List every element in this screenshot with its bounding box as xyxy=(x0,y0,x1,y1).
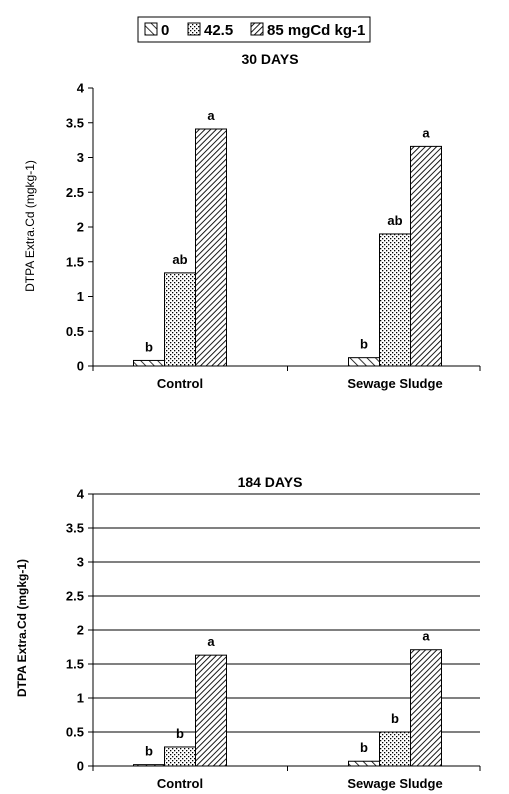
bars xyxy=(133,649,442,767)
x-tick-label: Sewage Sludge xyxy=(347,376,442,391)
y-tick-label: 0 xyxy=(77,359,84,374)
data-label: ab xyxy=(172,252,187,267)
y-tick-label: 3 xyxy=(77,150,84,165)
y-tick-label: 2 xyxy=(77,220,84,235)
y-tick-label: 3.5 xyxy=(66,521,84,536)
bar xyxy=(410,649,442,767)
axes xyxy=(92,88,481,371)
y-axis-label: DTPA Extra.Cd (mgkg-1) xyxy=(15,559,29,697)
legend-label-0: 0 xyxy=(161,22,169,39)
legend-swatch-85 xyxy=(250,22,264,36)
chart-title: 30 DAYS xyxy=(241,51,298,67)
bar xyxy=(348,760,380,767)
category-labels: Control Sewage Sludge xyxy=(157,776,443,791)
data-label: b xyxy=(176,726,184,741)
data-label: ab xyxy=(387,213,402,228)
y-tick-label: 2 xyxy=(77,623,84,638)
chart-30-days: 30 DAYS DTPA Extra.Cd (mgkg-1) 0 0.5 1 1.5 2… xyxy=(23,51,481,391)
significance-labels: b b a b b a xyxy=(145,629,430,759)
legend-label-85: 85 mgCd kg-1 xyxy=(267,22,365,39)
y-tick-label: 3.5 xyxy=(66,115,84,130)
bar xyxy=(410,145,442,367)
data-label: b xyxy=(145,339,153,354)
y-axis-label: DTPA Extra.Cd (mgkg-1) xyxy=(23,160,37,292)
legend-label-42-5: 42.5 xyxy=(204,22,233,39)
bar xyxy=(379,233,411,367)
y-tick-label: 2.5 xyxy=(66,185,84,200)
data-label: b xyxy=(360,337,368,352)
y-tick-label: 3 xyxy=(77,555,84,570)
bar xyxy=(195,654,227,767)
legend-swatch-0 xyxy=(144,22,158,36)
data-label: b xyxy=(360,740,368,755)
data-label: a xyxy=(207,108,215,123)
x-tick-label: Control xyxy=(157,376,203,391)
legend-swatch-42-5 xyxy=(187,22,201,36)
bars xyxy=(133,128,442,367)
data-label: a xyxy=(422,629,430,644)
category-labels: Control Sewage Sludge xyxy=(157,376,443,391)
y-ticks: 0 0.5 1 1.5 2 2.5 3 3.5 4 xyxy=(66,81,93,374)
y-tick-label: 1.5 xyxy=(66,254,84,269)
x-tick-label: Control xyxy=(157,776,203,791)
y-tick-label: 1 xyxy=(77,691,84,706)
chart-184-days: 184 DAYS DTPA Extra.Cd (mgkg-1) 0 0.5 1 1.5… xyxy=(15,474,481,791)
data-label: b xyxy=(391,711,399,726)
y-tick-label: 0.5 xyxy=(66,725,84,740)
y-tick-label: 1 xyxy=(77,289,84,304)
y-tick-label: 0 xyxy=(77,759,84,774)
bar xyxy=(348,357,380,367)
axes xyxy=(92,494,481,771)
chart-title: 184 DAYS xyxy=(238,474,303,490)
bar xyxy=(164,746,196,767)
y-ticks: 0 0.5 1 1.5 2 2.5 3 3.5 4 xyxy=(66,487,93,774)
data-label: a xyxy=(422,125,430,140)
x-tick-label: Sewage Sludge xyxy=(347,776,442,791)
bar xyxy=(195,128,227,367)
bar xyxy=(379,731,411,767)
legend: 0 42.5 85 mgCd kg-1 xyxy=(137,16,371,43)
data-label: b xyxy=(145,744,153,759)
bar xyxy=(133,359,165,367)
bar xyxy=(164,272,196,367)
y-tick-label: 4 xyxy=(77,81,85,96)
y-tick-label: 1.5 xyxy=(66,657,84,672)
y-tick-label: 2.5 xyxy=(66,589,84,604)
y-tick-label: 0.5 xyxy=(66,324,84,339)
data-label: a xyxy=(207,634,215,649)
y-tick-label: 4 xyxy=(77,487,85,502)
